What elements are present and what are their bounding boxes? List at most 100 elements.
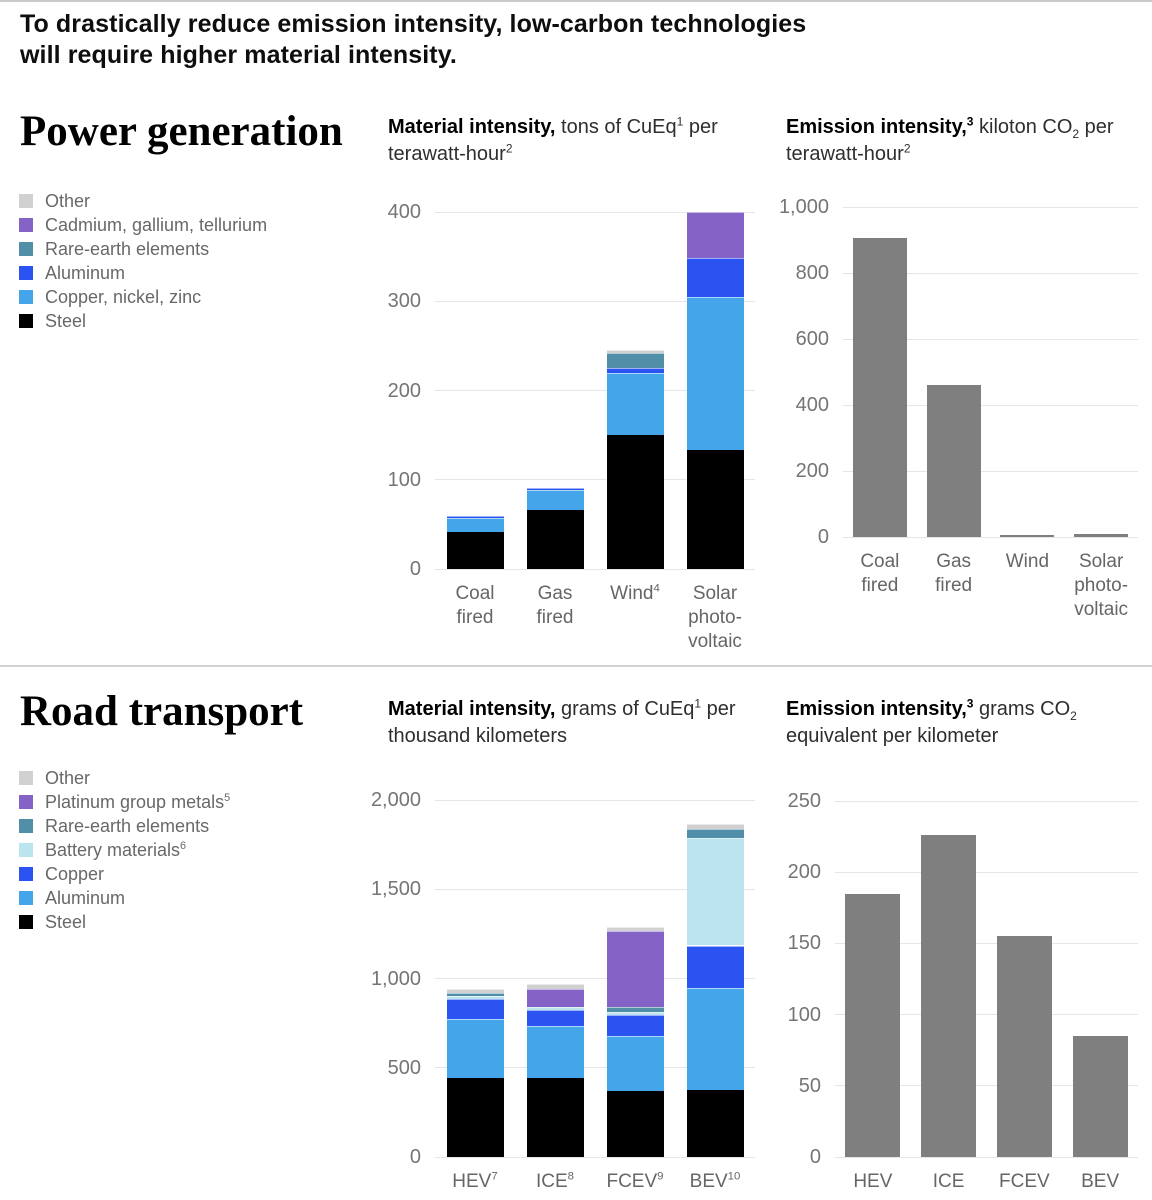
y-axis-tick-label: 250 <box>787 790 821 812</box>
y-axis-tick-label: 0 <box>809 1146 821 1168</box>
chart-title-bold: Material intensity, <box>388 116 556 138</box>
grid-line <box>435 479 755 481</box>
bar-segment <box>1000 535 1055 537</box>
legend-label: Steel <box>45 311 87 331</box>
grid-line <box>843 338 1138 340</box>
bar-segment <box>1072 1035 1128 1157</box>
bar-segment <box>686 824 744 830</box>
bar-segment <box>606 1011 664 1016</box>
road-emission-intensity-chart: 0 50 100 150 200 250 HEV ICE FCEV BEV <box>788 790 1138 1192</box>
legend-swatch <box>19 795 33 809</box>
y-axis-tick-label: 150 <box>787 932 821 955</box>
grid-line <box>435 390 755 391</box>
bar-segment <box>686 988 744 1091</box>
bar-segment <box>446 1018 504 1079</box>
bar-segment <box>446 999 504 1019</box>
top-divider <box>0 0 1152 2</box>
legend-label: Battery materials6 <box>45 840 187 860</box>
y-axis-tick-label: 2,000 <box>370 789 421 811</box>
bar-segment <box>606 1015 664 1036</box>
y-axis-tick-label: 1,000 <box>370 967 421 990</box>
legend-item: Steel <box>19 910 230 934</box>
grid-line <box>843 404 1138 406</box>
road-material-intensity-chart: 0 500 1,000 1,500 2,000 HEV7 ICE8 FCEV9 BEV10 <box>371 789 755 1192</box>
legend-label: Rare-earth elements <box>45 816 210 836</box>
chart-title-rest: grams CO2 equivalent per kilometer <box>786 698 1077 747</box>
legend-label: Other <box>45 191 91 211</box>
grid-line <box>435 799 755 801</box>
bar-segment <box>446 996 504 1000</box>
bar-segment <box>526 983 584 990</box>
page-title-line1: To drastically reduce emission intensity… <box>20 10 807 38</box>
grid-line <box>435 1156 755 1158</box>
bar-segment <box>686 1090 744 1157</box>
bar-segment <box>686 945 744 989</box>
legend-label: Copper <box>45 864 105 884</box>
legend-swatch <box>19 290 33 304</box>
bar-segment <box>606 350 664 354</box>
bar-segment <box>526 989 584 1008</box>
grid-line <box>843 206 1138 208</box>
chart-title-road-material: Material intensity, grams of CuEq1 per t… <box>388 696 738 750</box>
bar-segment <box>606 931 664 1008</box>
y-axis-tick-label: 400 <box>795 394 829 416</box>
bar-segment <box>526 1077 584 1157</box>
y-axis-tick-label: 0 <box>817 526 829 548</box>
grid-line <box>435 568 755 570</box>
chart-title-rest: tons of CuEq1 per terawatt-hour2 <box>388 114 718 165</box>
chart-title-rest: grams of CuEq1 per thousand kilometers <box>388 696 736 747</box>
x-category-label: BEV10 <box>689 1170 741 1192</box>
legend-swatch <box>19 314 33 328</box>
bar-segment <box>921 835 977 1157</box>
bar-segment <box>606 368 664 373</box>
legend-label: Aluminum <box>45 263 126 283</box>
legend-swatch <box>19 266 33 280</box>
x-category-label: Coal fired <box>455 583 495 628</box>
y-axis-tick-label: 100 <box>787 1003 821 1026</box>
legend-item: Aluminum <box>19 886 230 910</box>
legend-item: Copper, nickel, zinc <box>19 285 267 309</box>
y-axis-tick-label: 200 <box>787 861 821 884</box>
bar-segment <box>606 1035 664 1091</box>
x-category-label: FCEV <box>999 1171 1050 1192</box>
bar-segment <box>446 531 504 569</box>
y-axis-tick-label: 100 <box>387 468 421 491</box>
bar-segment <box>526 1025 584 1078</box>
legend-item: Battery materials6 <box>19 838 230 862</box>
y-axis-tick-label: 0 <box>409 1146 421 1168</box>
legend-swatch <box>19 819 33 833</box>
legend-label: Rare-earth elements <box>45 239 210 259</box>
legend-item: Other <box>19 189 267 213</box>
y-axis-tick-label: 300 <box>387 290 421 313</box>
bar-segment <box>446 992 504 997</box>
y-axis-tick-label: 800 <box>795 262 829 284</box>
bar-segment <box>606 926 664 932</box>
grid-line <box>435 211 755 213</box>
bar-segment <box>526 1009 584 1026</box>
chart-title-bold: Material intensity, <box>388 698 556 720</box>
page-title: To drastically reduce emission intensity… <box>20 9 806 71</box>
bar-segment <box>606 435 664 569</box>
legend-item: Rare-earth elements <box>19 814 230 838</box>
y-axis-tick-label: 0 <box>409 558 421 580</box>
x-category-label: HEV7 <box>452 1170 498 1192</box>
y-axis-tick-label: 500 <box>387 1056 421 1079</box>
legend-label: Steel <box>45 912 87 932</box>
x-category-label: Solar photo-voltaic <box>1074 551 1129 620</box>
bar-segment <box>606 1007 664 1012</box>
x-category-label: Coal fired <box>860 551 900 596</box>
legend-swatch <box>19 242 33 256</box>
bar-segment <box>852 238 907 537</box>
legend-label: Platinum group metals5 <box>45 792 231 812</box>
legend-swatch <box>19 891 33 905</box>
bar-segment <box>686 837 744 946</box>
bar-segment <box>526 1007 584 1010</box>
bar-segment <box>845 893 901 1157</box>
grid-line <box>835 1156 1138 1158</box>
bar-segment <box>686 257 744 297</box>
legend-power: Other Cadmium, gallium, tellurium Rare-ear… <box>19 189 267 333</box>
x-category-label: Wind <box>1005 551 1050 572</box>
chart-title-power-material: Material intensity, tons of CuEq1 per te… <box>388 114 738 168</box>
x-category-label: BEV <box>1081 1171 1120 1192</box>
